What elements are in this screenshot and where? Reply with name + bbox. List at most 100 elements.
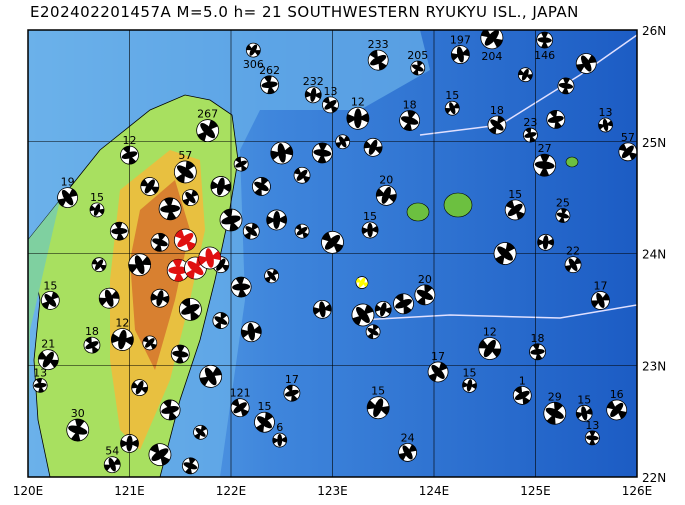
focal-mechanism[interactable] (343, 103, 373, 133)
focal-mechanism[interactable] (257, 72, 282, 97)
focal-mechanism[interactable] (253, 411, 275, 433)
focal-mechanism[interactable] (478, 337, 502, 360)
focal-mechanism[interactable] (245, 42, 261, 58)
focal-mechanism[interactable] (596, 115, 616, 135)
focal-mechanism[interactable] (175, 294, 206, 325)
focal-mechanism[interactable] (573, 402, 596, 425)
current-event-focal-mechanism[interactable] (355, 276, 369, 289)
focal-mechanism[interactable] (149, 232, 170, 253)
focal-mechanism[interactable] (124, 249, 155, 280)
focal-mechanism[interactable] (364, 46, 392, 74)
focal-mechanism[interactable] (117, 142, 142, 167)
focal-mechanism[interactable] (426, 359, 451, 384)
focal-mechanism[interactable] (319, 229, 346, 256)
focal-mechanism[interactable] (237, 318, 265, 346)
focal-mechanism[interactable] (212, 312, 230, 329)
focal-mechanism[interactable] (180, 187, 200, 207)
focal-mechanism[interactable] (192, 424, 208, 440)
focal-mechanism[interactable] (395, 440, 419, 464)
focal-mechanism[interactable] (410, 60, 426, 76)
focal-mechanism[interactable] (510, 383, 535, 408)
focal-mechanism[interactable] (89, 202, 105, 218)
focal-mechanism[interactable] (333, 132, 352, 151)
focal-mechanism[interactable] (414, 284, 436, 306)
focal-mechanism[interactable] (398, 109, 422, 133)
focal-mechanism[interactable] (535, 232, 556, 253)
focal-mechanism[interactable] (156, 396, 184, 424)
focal-mechanism[interactable] (534, 29, 555, 50)
focal-mechanism[interactable] (131, 379, 149, 397)
focal-mechanism[interactable] (30, 376, 49, 395)
focal-mechanism[interactable] (492, 241, 518, 267)
focal-mechanism[interactable] (617, 141, 639, 163)
focal-mechanism[interactable] (242, 222, 260, 240)
focal-mechanism[interactable] (101, 453, 124, 476)
focal-mechanism[interactable] (543, 107, 568, 132)
focal-mechanism[interactable] (521, 125, 541, 145)
focal-mechanism[interactable] (169, 342, 192, 365)
highlight-focal-mechanism[interactable] (194, 242, 225, 273)
focal-mechanism[interactable] (292, 166, 311, 185)
focal-mechanism[interactable] (320, 94, 341, 115)
focal-mechanism[interactable] (149, 287, 171, 309)
focal-mechanism[interactable] (363, 137, 383, 157)
focal-mechanism[interactable] (117, 431, 141, 455)
focal-mechanism[interactable] (310, 297, 335, 322)
focal-mechanism[interactable] (95, 284, 123, 312)
focal-mechanism[interactable] (572, 50, 600, 78)
focal-mechanism[interactable] (461, 376, 479, 394)
focal-mechanism[interactable] (91, 257, 107, 273)
focal-mechanism[interactable] (194, 117, 221, 144)
focal-mechanism[interactable] (588, 288, 613, 313)
focal-mechanism[interactable] (227, 273, 255, 301)
focal-mechanism[interactable] (228, 396, 252, 420)
focal-mechanism[interactable] (196, 361, 226, 391)
focal-mechanism[interactable] (39, 289, 62, 312)
focal-mechanism[interactable] (155, 194, 186, 225)
focal-mechanism[interactable] (252, 177, 271, 196)
focal-mechanism[interactable] (554, 207, 571, 224)
focal-mechanism[interactable] (526, 341, 548, 363)
focal-mechanism[interactable] (54, 184, 81, 211)
focal-mechanism[interactable] (487, 115, 507, 135)
focal-mechanism[interactable] (562, 254, 584, 276)
focal-mechanism[interactable] (365, 324, 381, 340)
focal-mechanism[interactable] (140, 177, 160, 196)
focal-mechanism[interactable] (583, 429, 602, 448)
focal-mechanism[interactable] (108, 326, 136, 354)
focal-mechanism[interactable] (349, 301, 377, 329)
focal-mechanism[interactable] (390, 290, 418, 318)
focal-mechanism[interactable] (373, 299, 393, 319)
focal-mechanism[interactable] (293, 222, 312, 241)
focal-mechanism[interactable] (107, 219, 132, 244)
focal-mechanism[interactable] (517, 67, 533, 83)
focal-mechanism[interactable] (530, 151, 559, 180)
focal-mechanism[interactable] (266, 137, 297, 168)
focal-mechanism[interactable] (173, 160, 197, 184)
focal-mechanism[interactable] (556, 76, 577, 97)
focal-mechanism[interactable] (448, 42, 473, 67)
focal-mechanism[interactable] (309, 140, 335, 166)
focal-mechanism[interactable] (270, 431, 289, 450)
focal-mechanism[interactable] (141, 334, 158, 351)
focal-mechanism[interactable] (145, 440, 174, 469)
focal-mechanism[interactable] (479, 25, 505, 51)
focal-mechanism[interactable] (215, 204, 246, 235)
focal-mechanism[interactable] (64, 417, 91, 444)
focal-mechanism[interactable] (543, 401, 567, 425)
focal-mechanism[interactable] (442, 98, 462, 118)
focal-mechanism[interactable] (231, 154, 250, 173)
focal-mechanism[interactable] (37, 349, 59, 371)
focal-mechanism[interactable] (375, 184, 398, 207)
focal-mechanism[interactable] (281, 382, 304, 405)
focal-mechanism[interactable] (263, 206, 290, 233)
focal-mechanism[interactable] (303, 84, 324, 105)
focal-mechanism[interactable] (181, 456, 200, 475)
focal-mechanism[interactable] (359, 219, 381, 241)
focal-mechanism[interactable] (605, 398, 629, 422)
focal-mechanism[interactable] (81, 334, 103, 356)
focal-mechanism[interactable] (208, 174, 233, 199)
focal-mechanism[interactable] (366, 395, 391, 420)
focal-mechanism[interactable] (502, 197, 528, 223)
focal-mechanism[interactable] (263, 267, 281, 285)
